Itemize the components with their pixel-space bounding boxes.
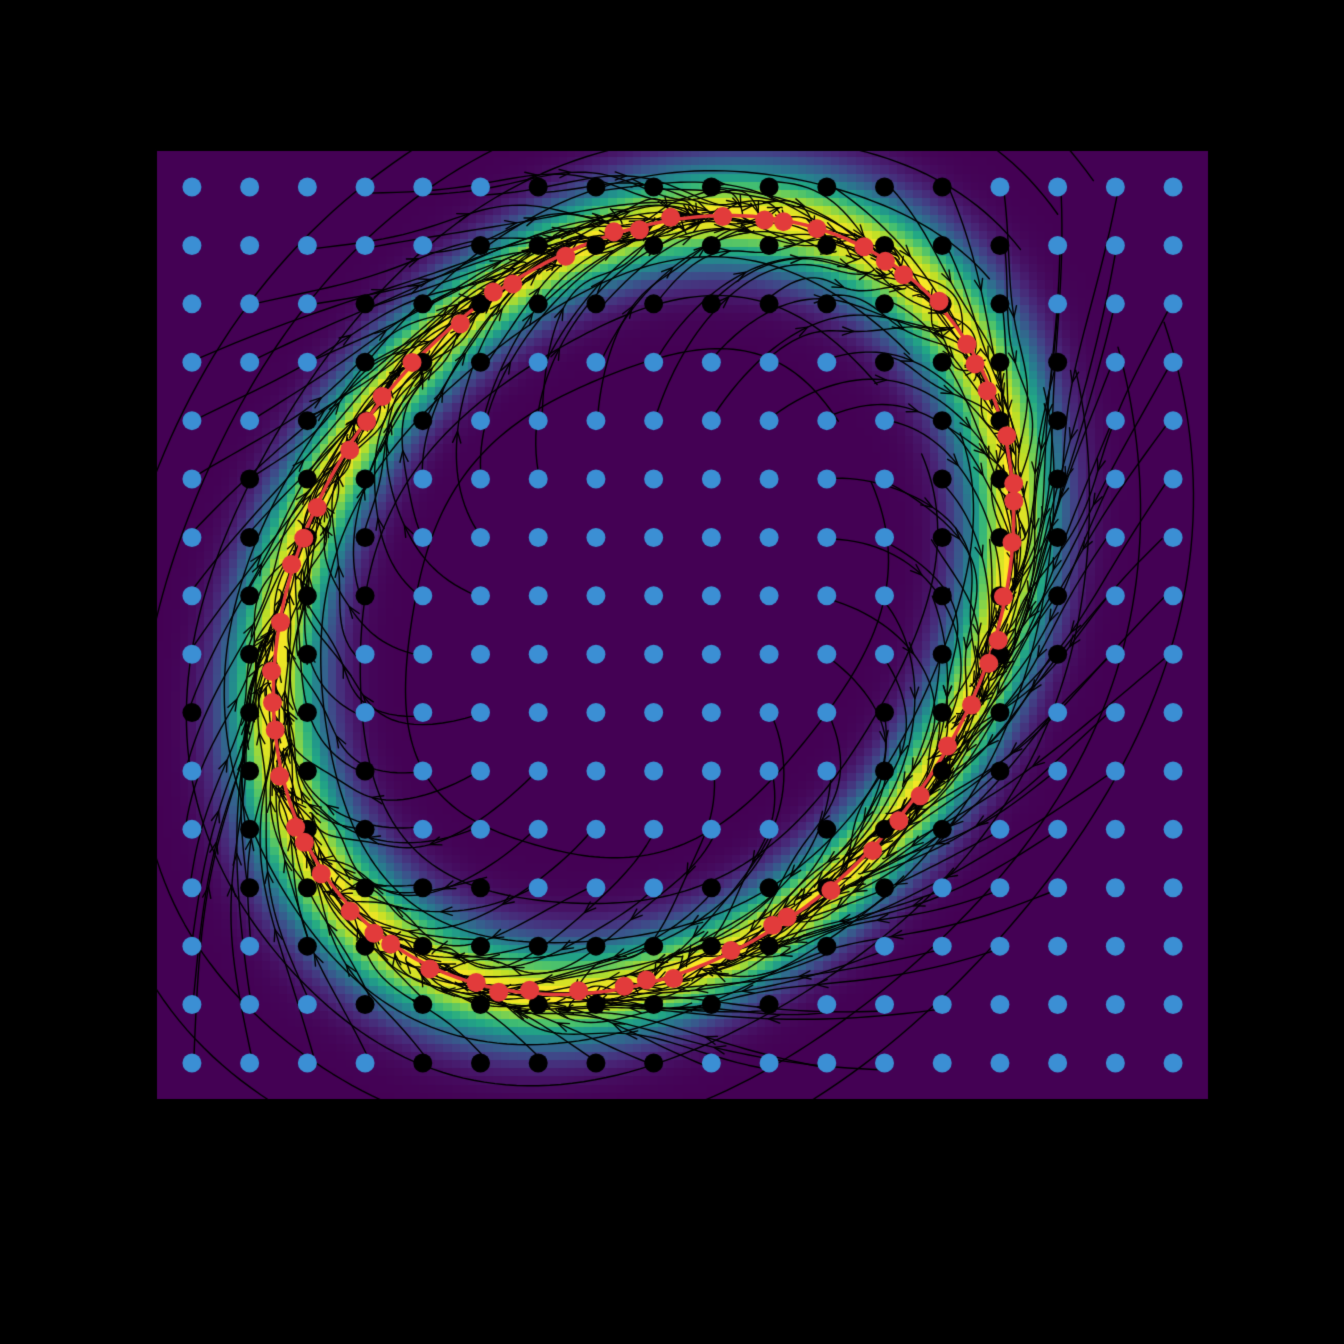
overlay-layer <box>0 0 1344 1344</box>
figure-root <box>0 0 1344 1344</box>
